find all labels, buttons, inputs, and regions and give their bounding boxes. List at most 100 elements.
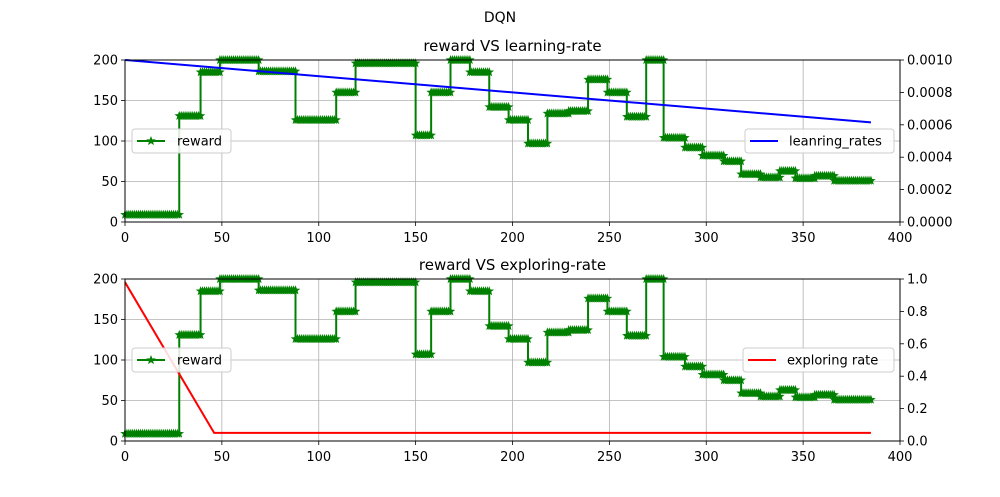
x-tick-label: 0 <box>121 450 129 465</box>
y-tick-label-right: 0.0002 <box>907 183 953 198</box>
y-tick-label-right: 0.8 <box>907 305 928 320</box>
y-tick-label-right: 0.0006 <box>907 118 953 133</box>
y-tick-label-right: 0.2 <box>907 402 928 417</box>
axes-frame <box>124 278 901 442</box>
reward-point <box>503 320 514 331</box>
right-axis-line <box>124 59 872 124</box>
reward-point <box>215 286 225 296</box>
legend-frame <box>131 128 232 154</box>
legend-left: reward <box>131 347 232 373</box>
y-tick-label-right: 0.0004 <box>907 151 953 166</box>
reward-point <box>542 357 553 367</box>
legend-reward-label: reward <box>177 354 222 369</box>
reward-point <box>523 114 533 125</box>
legend-left: reward <box>131 128 232 154</box>
reward-point <box>523 333 533 344</box>
y-tick-label-left: 0 <box>110 435 118 450</box>
y-tick-label-right: 0.4 <box>907 370 928 385</box>
y-tick-label-left: 200 <box>93 273 118 288</box>
reward-point <box>542 138 553 148</box>
right-axis-line <box>124 281 871 434</box>
x-tick-label: 300 <box>694 231 719 246</box>
reward-point <box>445 306 456 316</box>
x-tick-label: 150 <box>403 450 428 465</box>
y-tick-label-left: 100 <box>93 135 118 150</box>
reward-point <box>174 209 185 219</box>
y-tick-label-right: 0.6 <box>907 337 928 352</box>
subplot-title: reward VS learning-rate <box>423 37 601 55</box>
reward-point <box>484 286 495 296</box>
y-tick-label-left: 150 <box>93 313 118 328</box>
reward-point <box>583 105 593 116</box>
legend-frame <box>744 128 895 154</box>
reward-point <box>174 428 185 438</box>
reward-point <box>866 394 876 404</box>
reward-point <box>350 306 361 316</box>
legend-right: exploring rate <box>742 347 895 373</box>
reward-point <box>410 58 421 68</box>
reward-point <box>697 361 708 371</box>
y-tick-label-left: 50 <box>101 394 118 409</box>
reward-point <box>697 142 708 152</box>
y-tick-label-left: 200 <box>93 54 118 69</box>
x-tick-label: 150 <box>403 231 428 246</box>
reward-point <box>641 111 651 121</box>
reward-point <box>331 114 341 125</box>
y-tick-label-right: 0.0 <box>907 435 928 450</box>
reward-point <box>775 391 785 401</box>
subplot-reward-vs-exploring-rate: reward VS exploring-rate 0 50 100 150 200 250 3… <box>93 256 928 465</box>
reward-point <box>195 110 206 120</box>
x-tick-label: 350 <box>791 450 816 465</box>
subplot-title: reward VS exploring-rate <box>419 256 606 274</box>
reward-point <box>350 87 361 97</box>
reward-point <box>484 67 495 77</box>
x-tick-label: 200 <box>500 450 525 465</box>
reward-point <box>583 324 593 335</box>
x-tick-label: 50 <box>214 231 231 246</box>
reward-point <box>426 349 436 359</box>
reward-point <box>622 306 632 316</box>
x-tick-label: 400 <box>888 450 913 465</box>
figure-suptitle: DQN <box>484 10 516 26</box>
reward-point <box>426 130 436 140</box>
reward-point <box>790 165 801 176</box>
reward-point <box>866 175 876 185</box>
legend-reward-label: reward <box>177 135 222 150</box>
x-tick-label: 350 <box>791 231 816 246</box>
reward-point <box>290 285 301 295</box>
y-tick-label-right: 0.0010 <box>907 54 953 69</box>
x-tick-label: 100 <box>306 231 331 246</box>
x-tick-label: 200 <box>500 231 525 246</box>
reward-point <box>195 329 206 339</box>
y-tick-label-left: 150 <box>93 94 118 109</box>
legend-reward-marker <box>146 354 156 365</box>
legend-right: leanring_rates <box>744 128 895 154</box>
reward-point <box>410 277 421 287</box>
reward-point <box>602 74 613 84</box>
x-tick-label: 250 <box>597 450 622 465</box>
reward-point <box>331 333 341 344</box>
y-tick-label-left: 50 <box>101 175 118 190</box>
reward-point <box>622 87 632 97</box>
axes-frame <box>124 59 901 223</box>
reward-point <box>680 351 690 361</box>
x-tick-label: 250 <box>597 231 622 246</box>
y-tick-label-left: 0 <box>110 216 118 231</box>
y-tick-label-right: 1.0 <box>907 273 928 288</box>
reward-point <box>602 293 613 303</box>
x-tick-label: 0 <box>121 231 129 246</box>
reward-point <box>775 172 785 182</box>
legend-frame <box>742 347 895 373</box>
reward-point <box>503 101 514 112</box>
y-tick-label-left: 100 <box>93 354 118 369</box>
y-tick-label-right: 0.0008 <box>907 86 953 101</box>
x-tick-label: 300 <box>694 450 719 465</box>
reward-point <box>641 330 651 340</box>
x-tick-label: 50 <box>214 450 231 465</box>
x-tick-label: 100 <box>306 450 331 465</box>
reward-point <box>790 384 801 395</box>
y-tick-label-right: 0.0000 <box>907 216 953 231</box>
reward-point <box>736 375 746 385</box>
reward-point <box>445 87 456 97</box>
